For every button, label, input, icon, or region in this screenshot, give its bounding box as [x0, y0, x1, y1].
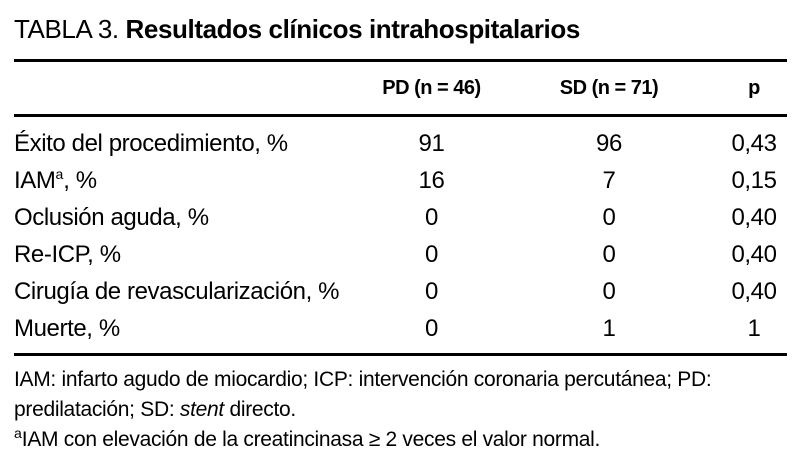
row-label: Éxito del procedimiento, % [14, 129, 288, 157]
table-footnotes: IAM: infarto agudo de miocardio; ICP: in… [14, 365, 787, 455]
table-row: Oclusión aguda, % 0 0 0,40 [14, 199, 787, 236]
row-label: IAMa, % [14, 165, 97, 194]
superscript-marker: a [14, 425, 22, 441]
pd-value: 0 [425, 277, 438, 305]
table-title: TABLA 3. Resultados clínicos intrahospit… [14, 14, 787, 45]
sd-value: 96 [596, 129, 622, 157]
superscript-marker: a [55, 165, 64, 182]
table-number: TABLA 3. [14, 14, 126, 44]
pd-value: 16 [418, 166, 445, 194]
table-container: TABLA 3. Resultados clínicos intrahospit… [14, 14, 787, 455]
p-value: 0,43 [731, 129, 777, 157]
header-row: PD (n = 46) SD (n = 71) p [14, 60, 787, 117]
pd-value: 91 [418, 129, 445, 157]
column-header-empty [14, 60, 366, 117]
sd-value: 1 [497, 310, 721, 356]
column-header-pd: PD (n = 46) [366, 60, 497, 117]
row-label: Re-ICP, % [14, 240, 121, 268]
column-header-p: p [721, 60, 787, 117]
pd-value: 0 [366, 310, 497, 356]
table-row: Éxito del procedimiento, % 91 96 0,43 [14, 116, 787, 163]
italic-term: stent [179, 398, 224, 421]
footnote-definition-line: aIAM con elevación de la creatincinasa ≥… [14, 425, 601, 451]
sd-value: 0 [602, 240, 616, 268]
table-header: PD (n = 46) SD (n = 71) p [14, 60, 787, 117]
table-row: Cirugía de revascularización, % 0 0 0,40 [14, 273, 787, 310]
table-title-text: Resultados clínicos intrahospitalarios [125, 14, 581, 44]
results-table: PD (n = 46) SD (n = 71) p Éxito del proc… [14, 59, 787, 356]
p-value: 0,40 [731, 240, 777, 268]
footnote-abbreviations-line1: IAM: infarto agudo de miocardio; ICP: in… [14, 368, 712, 391]
row-label: Muerte, % [14, 310, 366, 356]
row-label: Oclusión aguda, % [14, 203, 209, 231]
sd-value: 7 [602, 166, 616, 194]
sd-value: 0 [602, 277, 616, 305]
table-row: IAMa, % 16 7 0,15 [14, 162, 787, 199]
p-value: 0,15 [731, 166, 777, 194]
row-label: Cirugía de revascularización, % [14, 277, 340, 305]
p-value: 1 [721, 310, 787, 356]
pd-value: 0 [425, 240, 438, 268]
table-body: Éxito del procedimiento, % 91 96 0,43 IA… [14, 116, 787, 356]
column-header-sd: SD (n = 71) [497, 60, 721, 117]
pd-value: 0 [425, 203, 438, 231]
table-row: Re-ICP, % 0 0 0,40 [14, 236, 787, 273]
footnote-abbreviations-line2: predilatación; SD: stent directo. [14, 398, 296, 421]
p-value: 0,40 [731, 203, 777, 231]
p-value: 0,40 [731, 277, 777, 305]
sd-value: 0 [602, 203, 616, 231]
table-row: Muerte, % 0 1 1 [14, 310, 787, 356]
